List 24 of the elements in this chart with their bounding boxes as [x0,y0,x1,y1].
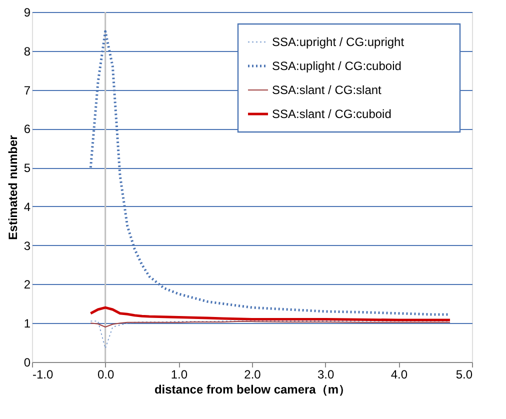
x-tick-label: 3.0 [317,368,334,382]
x-tick-label: 5.0 [456,368,473,382]
x-tick-label: -1.0 [32,368,54,382]
x-tick-label: 1.0 [170,368,188,382]
y-tick-label: 2 [24,278,31,292]
legend-label: SSA:upright / CG:upright [272,35,405,49]
y-tick-label: 0 [24,356,31,370]
x-tick-label: 0.0 [97,368,114,382]
y-tick-label: 6 [24,122,31,136]
x-tick-label: 2.0 [244,368,262,382]
y-tick-label: 5 [24,161,31,176]
y-tick-label: 9 [24,6,31,20]
y-tick-label: 1 [24,316,31,331]
y-tick-label: 3 [24,238,31,253]
y-tick-label: 8 [24,44,31,58]
y-tick-label: 4 [24,200,31,214]
y-tick-label: 7 [24,83,31,98]
legend-label: SSA:slant / CG:slant [272,83,382,97]
x-tick-label: 4.0 [390,368,408,382]
legend-label: SSA:uplight / CG:cuboid [272,59,402,73]
legend-label: SSA:slant / CG:cuboid [272,107,392,121]
x-axis-title: distance from below camera（m） [154,382,351,396]
y-axis-title: Estimated number [6,134,20,240]
line-series [89,306,452,322]
